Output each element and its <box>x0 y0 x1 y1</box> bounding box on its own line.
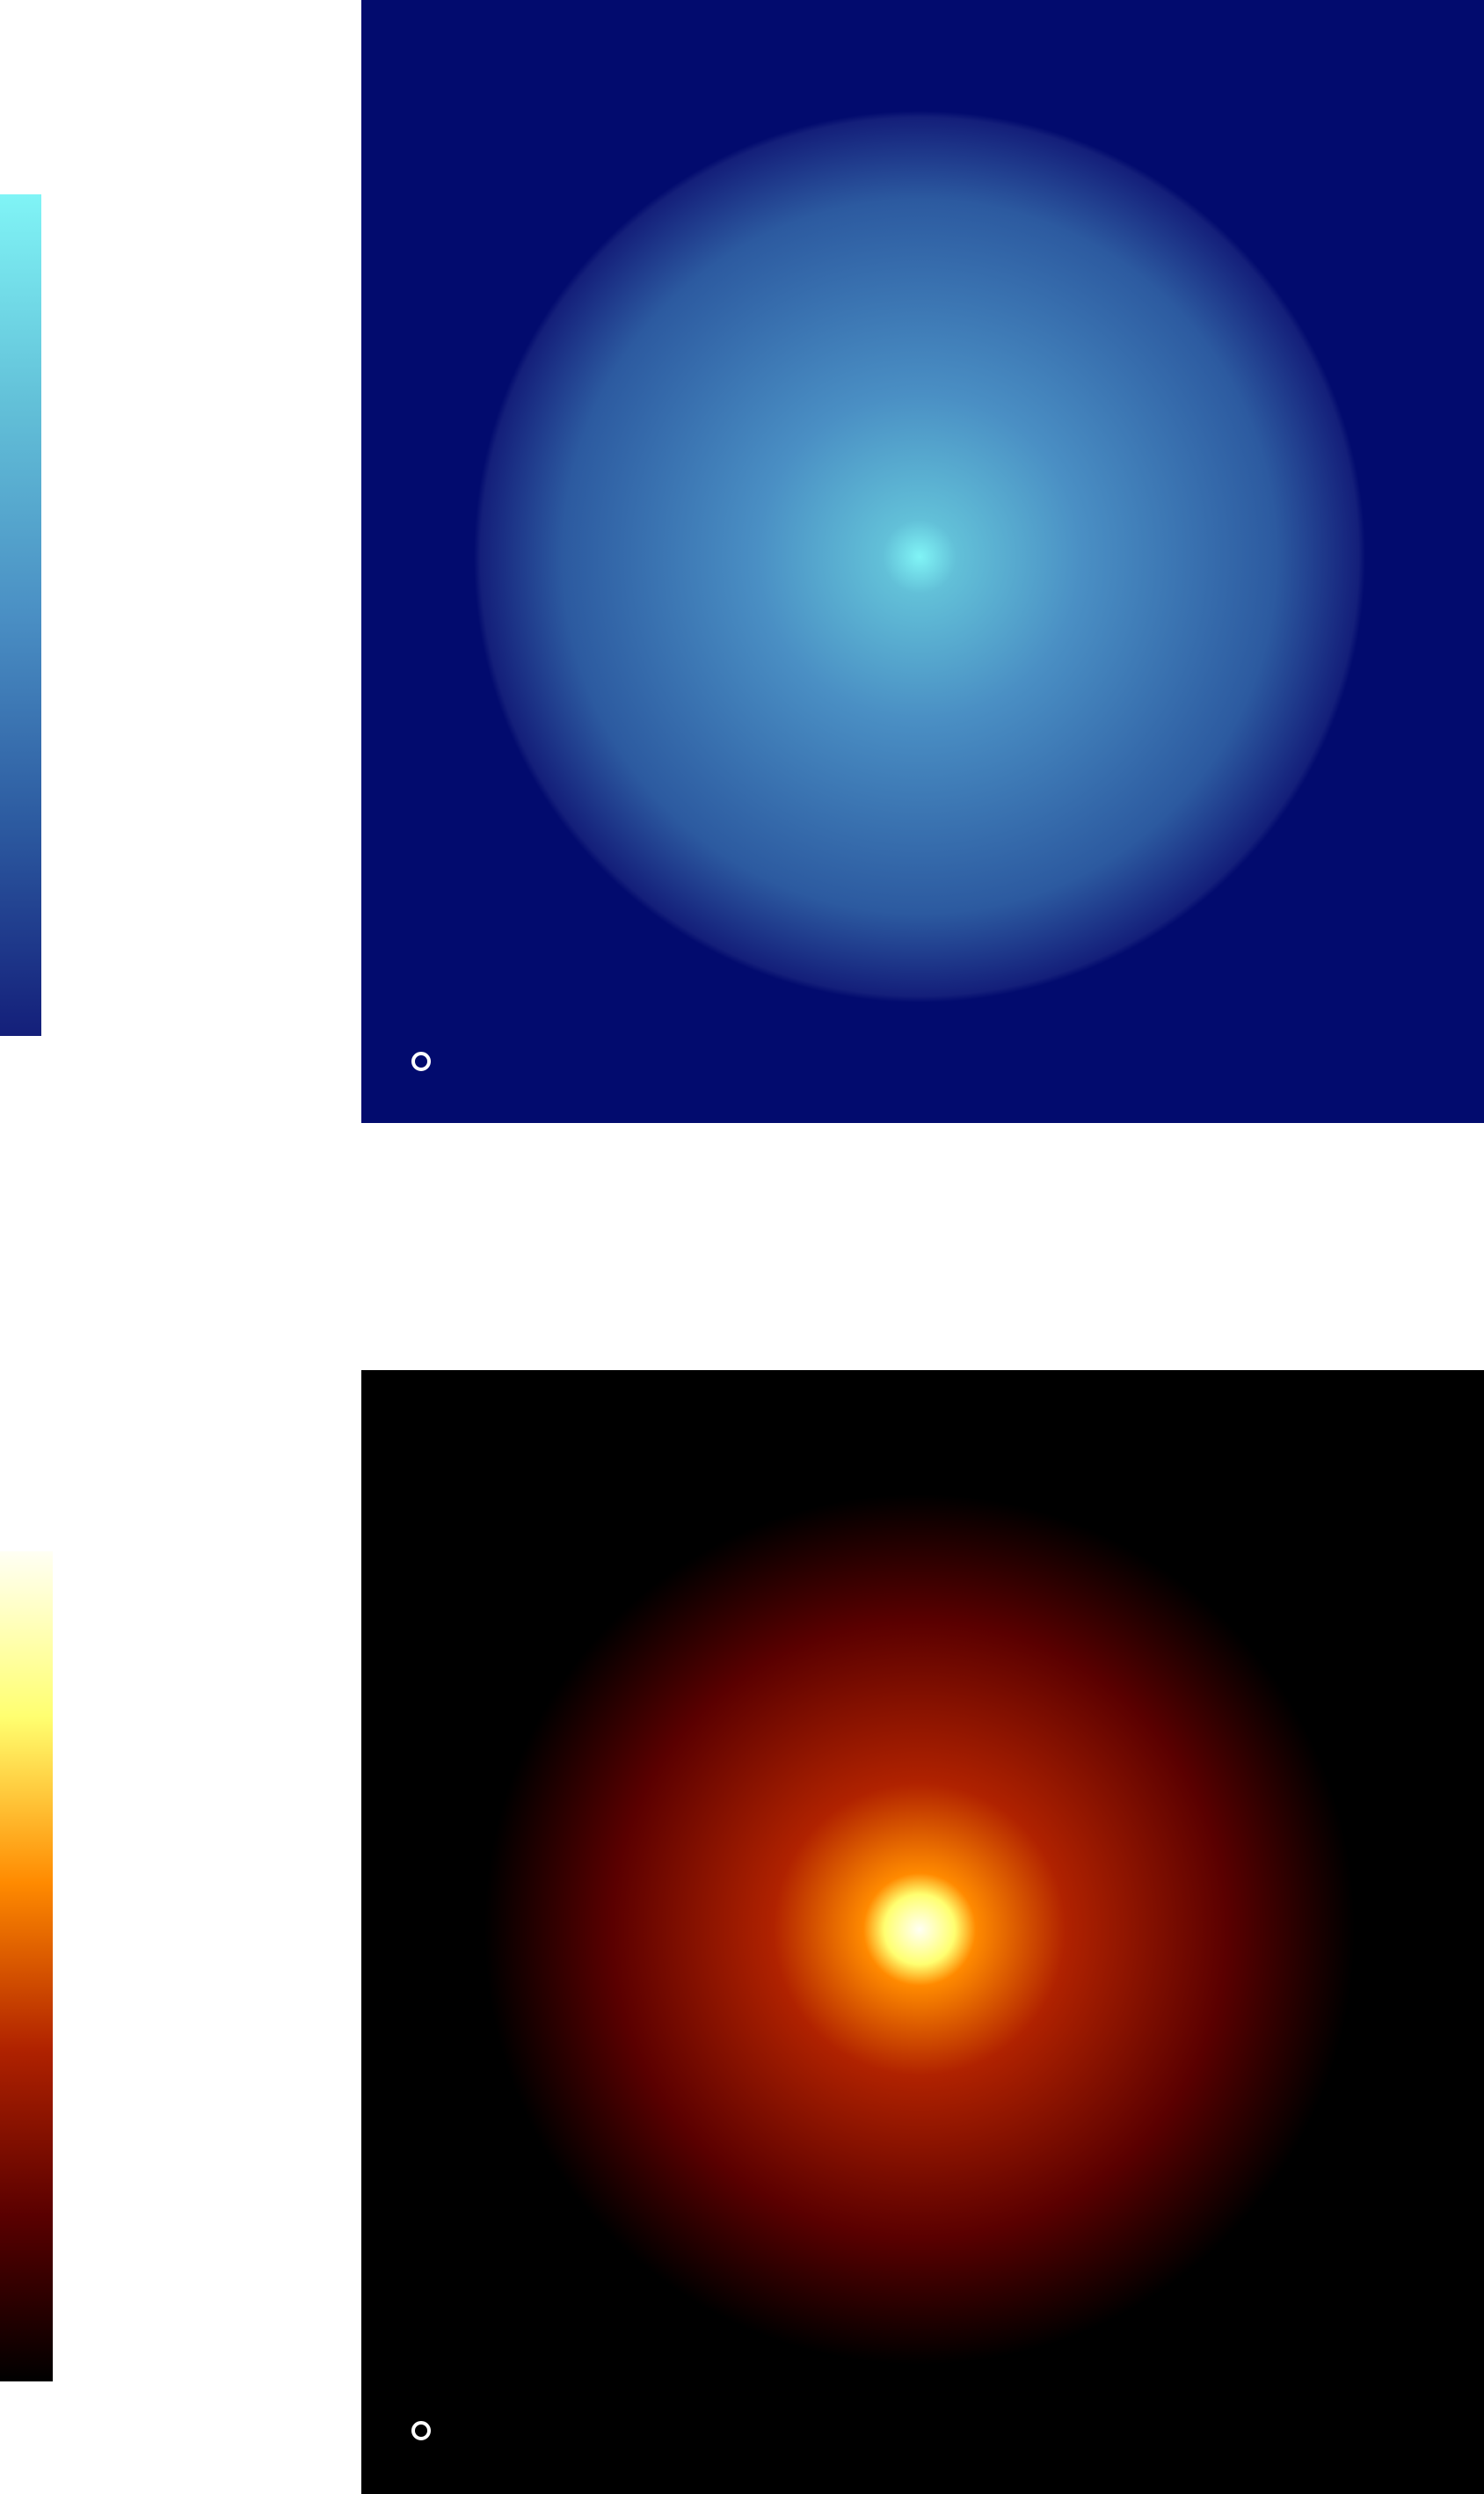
beam-marker <box>411 2421 431 2440</box>
emission-disc <box>474 111 1365 1003</box>
emission-disc <box>480 1490 1359 2369</box>
beam-marker <box>411 1052 431 1071</box>
colorbar <box>0 194 41 1036</box>
colorbar <box>0 1551 53 2381</box>
